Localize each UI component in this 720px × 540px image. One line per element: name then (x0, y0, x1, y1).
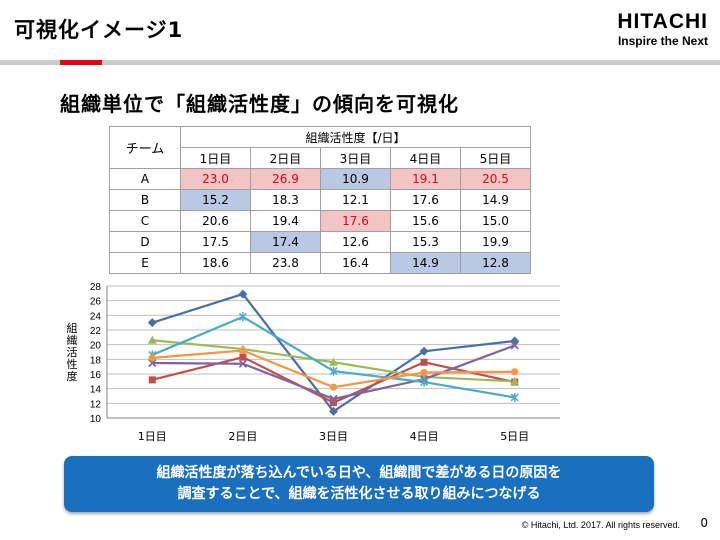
series-point (329, 357, 338, 366)
section-heading: 組織単位で「組織活性度」の傾向を可視化 (60, 92, 459, 116)
table-cell: 12.1 (320, 189, 391, 211)
series-point (329, 366, 338, 376)
copyright-text: © Hitachi, Ltd. 2017. All rights reserve… (521, 520, 680, 530)
table-cell: 17.6 (390, 189, 461, 211)
series-point (238, 359, 248, 368)
series-point (420, 377, 429, 387)
series-point (238, 289, 248, 299)
table-header-team: チーム (109, 126, 181, 169)
y-tick-label: 20 (90, 341, 102, 352)
x-tick-label: 3日目 (319, 430, 348, 443)
x-tick-label: 4日目 (410, 430, 439, 443)
callout-line-1: 組織活性度が落ち込んでいる日や、組織間で差がある日の原因を (156, 465, 562, 481)
table-cell: 18.3 (250, 189, 321, 211)
header-accent-bar (60, 60, 102, 65)
series-point (419, 346, 429, 356)
y-tick-label: 16 (90, 370, 102, 381)
brand-tagline: Inspire the Next (617, 34, 708, 48)
table-cell: 23.8 (250, 252, 321, 274)
table-row: E 18.6 23.8 16.4 14.9 12.8 (109, 252, 531, 274)
series-point (148, 358, 157, 368)
table-cell: 23.0 (180, 168, 251, 190)
series-point (420, 358, 428, 366)
slide-title: 可視化イメージ1 (14, 18, 184, 42)
series-point (239, 353, 247, 361)
table-cell: 16.4 (320, 252, 391, 274)
table-cell: 20.6 (180, 210, 251, 232)
series-point (510, 376, 520, 385)
y-tick-label: 22 (90, 326, 102, 337)
y-tick-label: 28 (90, 282, 102, 293)
series-point (510, 341, 519, 350)
table-cell: 18.6 (180, 252, 251, 274)
callout-line-2: 調査することで、組織を活性化させる取り組みにつなげる (177, 486, 541, 502)
x-tick-label: 5日目 (500, 430, 529, 443)
series-point (330, 399, 337, 407)
table-cell: 15.3 (390, 231, 461, 253)
y-tick-label: 26 (90, 297, 102, 308)
series-point (147, 335, 157, 344)
series-point (329, 394, 338, 404)
series-point (329, 383, 338, 391)
series-point (510, 392, 519, 402)
series-point (148, 354, 156, 362)
table-cell: 15.2 (180, 189, 251, 211)
y-tick-label: 14 (90, 385, 102, 396)
table-cell: 15.6 (390, 210, 461, 232)
table-cell: 17.5 (180, 231, 251, 253)
page-number: 0 (700, 516, 708, 530)
series-point (511, 368, 519, 376)
y-tick-label: 24 (90, 311, 102, 322)
series-point (239, 346, 247, 355)
table-cell: 14.9 (390, 252, 461, 274)
x-tick-label: 2日目 (228, 430, 257, 443)
series-point (148, 376, 156, 384)
table-cell: 10.9 (320, 168, 391, 190)
table-cell: 19.4 (250, 210, 321, 232)
series-point (329, 406, 338, 416)
table-cell: 14.9 (460, 189, 531, 211)
series-point (147, 318, 157, 328)
table-row: C 20.6 19.4 17.6 15.6 15.0 (109, 210, 531, 232)
table-cell: 20.5 (460, 168, 531, 190)
series-point (238, 312, 247, 322)
table-header-day: 4日目 (390, 147, 461, 169)
series-point (420, 368, 428, 377)
series-point (419, 372, 429, 381)
y-tick-label: 12 (90, 399, 102, 410)
brand-logo-text: HITACHI (617, 10, 708, 33)
header-divider (0, 60, 720, 65)
x-tick-label: 1日目 (138, 430, 167, 443)
table-cell: 19.1 (390, 168, 461, 190)
activity-table: チーム 組織活性度【/日】 1日目 2日目 3日目 4日目 5日目 A 23.0 26.9 1… (109, 126, 531, 274)
y-tick-label: 18 (90, 355, 102, 366)
table-cell: 12.6 (320, 231, 391, 253)
table-row: B 15.2 18.3 12.1 17.6 14.9 (109, 189, 531, 211)
summary-callout: 組織活性度が落ち込んでいる日や、組織間で差がある日の原因を 調査することで、組織… (64, 456, 654, 512)
y-axis-label: 組織活性度 (67, 322, 78, 383)
y-tick-label: 10 (90, 414, 102, 425)
table-cell: 12.8 (460, 252, 531, 274)
table-row: D 17.5 17.4 12.6 15.3 19.9 (109, 231, 531, 253)
table-row: A 23.0 26.9 10.9 19.1 20.5 (109, 168, 531, 190)
